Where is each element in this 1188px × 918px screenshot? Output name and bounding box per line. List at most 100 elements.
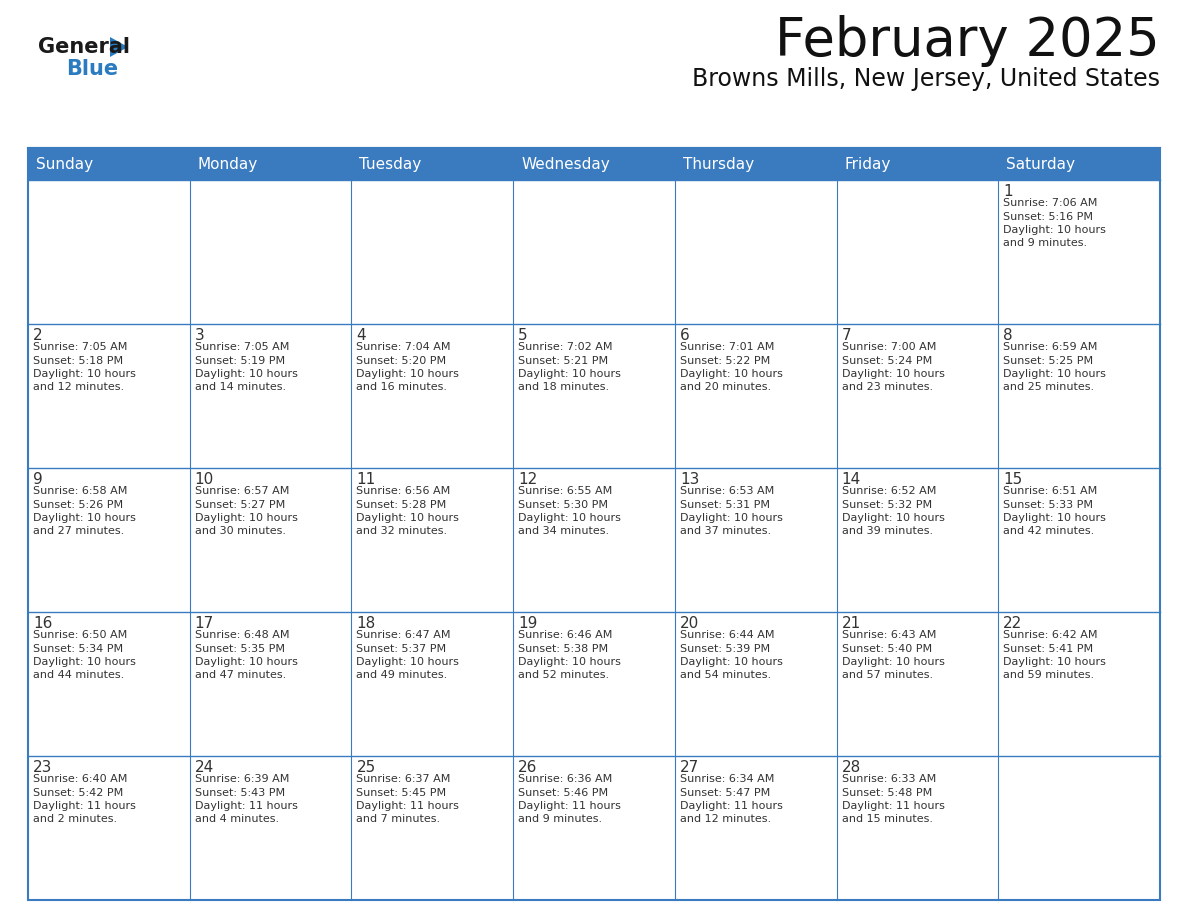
Text: Sunset: 5:48 PM: Sunset: 5:48 PM: [841, 788, 931, 798]
Text: and 47 minutes.: and 47 minutes.: [195, 670, 286, 680]
Text: Sunset: 5:42 PM: Sunset: 5:42 PM: [33, 788, 124, 798]
Text: Thursday: Thursday: [683, 156, 754, 172]
Text: Daylight: 11 hours: Daylight: 11 hours: [680, 801, 783, 811]
Text: 7: 7: [841, 328, 851, 343]
Text: Sunset: 5:24 PM: Sunset: 5:24 PM: [841, 355, 931, 365]
Polygon shape: [110, 37, 128, 57]
Text: Saturday: Saturday: [1006, 156, 1075, 172]
Text: and 15 minutes.: and 15 minutes.: [841, 814, 933, 824]
Text: 23: 23: [33, 760, 52, 775]
Bar: [29, 468, 190, 612]
Text: Sunrise: 6:50 AM: Sunrise: 6:50 AM: [33, 630, 127, 640]
Text: Daylight: 10 hours: Daylight: 10 hours: [1004, 513, 1106, 523]
Text: 27: 27: [680, 760, 699, 775]
Text: and 27 minutes.: and 27 minutes.: [33, 527, 125, 536]
Text: and 16 minutes.: and 16 minutes.: [356, 383, 448, 393]
Text: 12: 12: [518, 472, 537, 487]
Text: and 52 minutes.: and 52 minutes.: [518, 670, 609, 680]
Bar: [190, 612, 352, 756]
Bar: [29, 148, 1159, 900]
Text: Daylight: 10 hours: Daylight: 10 hours: [195, 657, 297, 667]
Bar: [513, 148, 675, 180]
Text: and 30 minutes.: and 30 minutes.: [195, 527, 286, 536]
Text: Sunset: 5:31 PM: Sunset: 5:31 PM: [680, 499, 770, 509]
Text: 22: 22: [1004, 616, 1023, 631]
Text: and 44 minutes.: and 44 minutes.: [33, 670, 125, 680]
Text: and 34 minutes.: and 34 minutes.: [518, 527, 609, 536]
Text: Wednesday: Wednesday: [522, 156, 609, 172]
Text: 28: 28: [841, 760, 861, 775]
Text: Sunset: 5:26 PM: Sunset: 5:26 PM: [33, 499, 124, 509]
Text: and 20 minutes.: and 20 minutes.: [680, 383, 771, 393]
Text: and 23 minutes.: and 23 minutes.: [841, 383, 933, 393]
Text: 21: 21: [841, 616, 861, 631]
Bar: [998, 180, 1159, 324]
Text: Sunrise: 6:47 AM: Sunrise: 6:47 AM: [356, 630, 451, 640]
Text: and 4 minutes.: and 4 minutes.: [195, 814, 279, 824]
Bar: [836, 148, 998, 180]
Text: Daylight: 11 hours: Daylight: 11 hours: [841, 801, 944, 811]
Bar: [998, 148, 1159, 180]
Text: Daylight: 11 hours: Daylight: 11 hours: [356, 801, 460, 811]
Text: 25: 25: [356, 760, 375, 775]
Text: 5: 5: [518, 328, 527, 343]
Text: Sunrise: 7:06 AM: Sunrise: 7:06 AM: [1004, 198, 1098, 208]
Text: Sunrise: 7:00 AM: Sunrise: 7:00 AM: [841, 342, 936, 352]
Text: 20: 20: [680, 616, 699, 631]
Text: Browns Mills, New Jersey, United States: Browns Mills, New Jersey, United States: [691, 67, 1159, 91]
Text: Daylight: 10 hours: Daylight: 10 hours: [518, 369, 621, 379]
Text: Sunrise: 7:01 AM: Sunrise: 7:01 AM: [680, 342, 775, 352]
Text: and 39 minutes.: and 39 minutes.: [841, 527, 933, 536]
Text: and 42 minutes.: and 42 minutes.: [1004, 527, 1094, 536]
Text: and 7 minutes.: and 7 minutes.: [356, 814, 441, 824]
Text: Daylight: 10 hours: Daylight: 10 hours: [518, 513, 621, 523]
Bar: [352, 612, 513, 756]
Bar: [998, 468, 1159, 612]
Text: Sunday: Sunday: [36, 156, 93, 172]
Bar: [190, 756, 352, 900]
Text: Daylight: 10 hours: Daylight: 10 hours: [680, 513, 783, 523]
Text: and 9 minutes.: and 9 minutes.: [1004, 239, 1087, 249]
Text: Friday: Friday: [845, 156, 891, 172]
Bar: [513, 180, 675, 324]
Text: Sunrise: 6:44 AM: Sunrise: 6:44 AM: [680, 630, 775, 640]
Text: 8: 8: [1004, 328, 1013, 343]
Text: Sunrise: 7:02 AM: Sunrise: 7:02 AM: [518, 342, 613, 352]
Bar: [29, 148, 190, 180]
Bar: [836, 324, 998, 468]
Text: Daylight: 10 hours: Daylight: 10 hours: [33, 369, 135, 379]
Text: Sunrise: 6:37 AM: Sunrise: 6:37 AM: [356, 774, 450, 784]
Text: Sunrise: 6:36 AM: Sunrise: 6:36 AM: [518, 774, 612, 784]
Bar: [675, 324, 836, 468]
Text: Daylight: 10 hours: Daylight: 10 hours: [680, 657, 783, 667]
Text: 3: 3: [195, 328, 204, 343]
Text: 26: 26: [518, 760, 537, 775]
Text: Sunset: 5:28 PM: Sunset: 5:28 PM: [356, 499, 447, 509]
Text: Blue: Blue: [67, 59, 118, 79]
Text: Sunrise: 6:39 AM: Sunrise: 6:39 AM: [195, 774, 289, 784]
Text: Sunset: 5:33 PM: Sunset: 5:33 PM: [1004, 499, 1093, 509]
Bar: [29, 324, 190, 468]
Text: 17: 17: [195, 616, 214, 631]
Bar: [190, 324, 352, 468]
Text: Daylight: 10 hours: Daylight: 10 hours: [33, 513, 135, 523]
Text: Sunset: 5:19 PM: Sunset: 5:19 PM: [195, 355, 285, 365]
Text: Sunset: 5:37 PM: Sunset: 5:37 PM: [356, 644, 447, 654]
Text: Sunrise: 6:55 AM: Sunrise: 6:55 AM: [518, 486, 612, 496]
Bar: [29, 180, 190, 324]
Text: and 54 minutes.: and 54 minutes.: [680, 670, 771, 680]
Text: Sunset: 5:22 PM: Sunset: 5:22 PM: [680, 355, 770, 365]
Bar: [836, 612, 998, 756]
Bar: [836, 756, 998, 900]
Text: and 18 minutes.: and 18 minutes.: [518, 383, 609, 393]
Text: and 25 minutes.: and 25 minutes.: [1004, 383, 1094, 393]
Text: Daylight: 10 hours: Daylight: 10 hours: [195, 513, 297, 523]
Text: and 37 minutes.: and 37 minutes.: [680, 527, 771, 536]
Text: Daylight: 11 hours: Daylight: 11 hours: [33, 801, 135, 811]
Text: and 57 minutes.: and 57 minutes.: [841, 670, 933, 680]
Text: Sunrise: 7:04 AM: Sunrise: 7:04 AM: [356, 342, 451, 352]
Text: Sunrise: 7:05 AM: Sunrise: 7:05 AM: [33, 342, 127, 352]
Text: Daylight: 10 hours: Daylight: 10 hours: [1004, 369, 1106, 379]
Bar: [29, 612, 190, 756]
Text: February 2025: February 2025: [776, 15, 1159, 67]
